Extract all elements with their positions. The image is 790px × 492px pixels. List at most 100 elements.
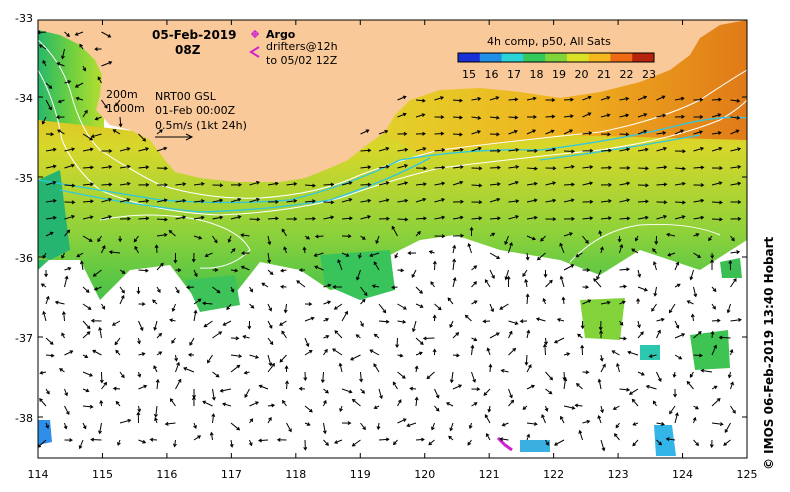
- current-arrow: [628, 388, 639, 395]
- current-arrow: [378, 388, 383, 400]
- lat-tick-label: -37: [15, 332, 33, 345]
- current-arrow: [711, 113, 722, 118]
- current-arrow: [582, 268, 591, 273]
- current-arrow: [432, 348, 437, 356]
- lon-tick-label: 121: [479, 468, 500, 481]
- current-arrow: [489, 197, 501, 203]
- current-arrow: [212, 286, 221, 294]
- current-arrow: [193, 269, 198, 278]
- current-arrow: [376, 422, 381, 431]
- colorbar-tick-label: 15: [462, 68, 476, 81]
- current-arrow: [582, 181, 594, 186]
- current-arrow: [212, 183, 224, 188]
- current-arrow: [249, 401, 259, 407]
- current-arrow: [471, 300, 478, 305]
- current-arrow: [156, 351, 163, 356]
- current-arrow: [674, 412, 679, 424]
- current-arrow: [711, 385, 718, 390]
- current-arrow: [351, 398, 361, 407]
- current-arrow: [654, 235, 659, 245]
- current-arrow: [656, 182, 668, 187]
- current-arrow: [82, 109, 88, 118]
- current-arrow: [506, 275, 511, 288]
- current-arrow: [323, 388, 329, 394]
- current-arrow: [249, 217, 261, 222]
- current-arrow: [464, 314, 472, 322]
- current-arrow: [378, 303, 387, 314]
- current-arrow: [156, 182, 168, 187]
- current-arrow: [45, 353, 55, 358]
- current-arrow: [415, 230, 421, 237]
- current-arrow: [45, 231, 54, 237]
- current-arrow: [501, 422, 509, 427]
- current-arrow: [360, 388, 366, 394]
- current-arrow: [656, 95, 666, 101]
- current-arrow: [524, 354, 529, 366]
- current-arrow: [64, 147, 76, 152]
- current-arrow: [397, 164, 409, 169]
- current-arrow: [724, 422, 731, 434]
- current-arrow: [119, 198, 131, 203]
- current-arrow: [114, 337, 121, 346]
- current-arrow: [156, 166, 168, 171]
- current-arrow: [526, 364, 532, 373]
- colorbar-tick-label: 23: [642, 68, 656, 81]
- current-arrow: [582, 199, 594, 204]
- current-arrow: [636, 297, 641, 305]
- current-arrow: [149, 437, 158, 442]
- current-arrow: [186, 285, 195, 290]
- current-arrow: [656, 214, 668, 220]
- current-arrow: [45, 198, 57, 203]
- current-arrow: [155, 378, 160, 390]
- current-arrow: [74, 82, 84, 88]
- current-arrow: [434, 115, 445, 120]
- current-arrow: [563, 114, 574, 119]
- current-arrow: [304, 422, 311, 426]
- current-arrow: [119, 418, 132, 424]
- current-arrow: [409, 386, 417, 391]
- current-arrow: [93, 286, 102, 291]
- current-arrow: [674, 166, 686, 171]
- current-arrow: [397, 147, 409, 152]
- current-arrow: [138, 384, 148, 390]
- current-arrow: [298, 386, 306, 391]
- current-arrow: [563, 377, 568, 390]
- current-arrow: [392, 439, 398, 446]
- current-arrow: [545, 388, 553, 395]
- current-arrow: [711, 181, 723, 186]
- current-arrow: [582, 95, 592, 101]
- current-arrow: [545, 98, 556, 103]
- current-arrow: [718, 335, 731, 340]
- current-arrow: [499, 303, 509, 310]
- current-arrow: [156, 286, 161, 293]
- current-arrow: [524, 278, 529, 288]
- current-arrow: [247, 320, 252, 330]
- current-arrow: [730, 235, 735, 242]
- current-arrow: [138, 320, 144, 332]
- current-arrow: [397, 319, 407, 324]
- current-scale-label: 0.5m/s (1kt 24h): [155, 119, 247, 132]
- current-arrow: [559, 242, 565, 254]
- current-arrow: [64, 80, 72, 84]
- current-arrow: [61, 310, 66, 322]
- current-arrow: [82, 320, 91, 330]
- current-arrow: [560, 415, 565, 424]
- lon-tick-label: 122: [543, 468, 564, 481]
- current-arrow: [471, 402, 478, 407]
- current-arrow: [471, 200, 483, 205]
- current-arrow: [542, 343, 547, 356]
- current-arrow: [341, 388, 353, 394]
- current-arrow: [304, 216, 316, 221]
- current-arrow: [526, 96, 537, 101]
- current-arrow: [619, 387, 631, 392]
- current-arrow: [415, 286, 423, 294]
- current-arrow: [173, 252, 178, 264]
- map-frame: [37, 19, 748, 459]
- current-arrow: [240, 233, 250, 238]
- current-arrow: [334, 439, 343, 444]
- current-arrow: [45, 132, 55, 137]
- current-arrow: [119, 147, 131, 152]
- current-arrow: [600, 439, 606, 452]
- current-arrow: [55, 115, 65, 120]
- current-arrow: [563, 232, 573, 237]
